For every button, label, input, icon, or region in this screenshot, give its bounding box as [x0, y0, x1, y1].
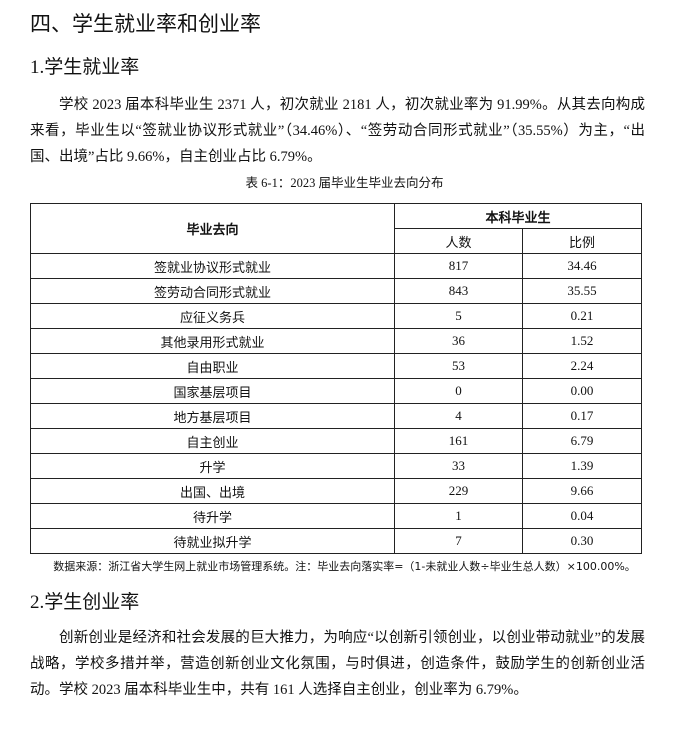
ratio-cell: 6.79	[522, 428, 642, 454]
table-row: 升学 33 1.39	[30, 453, 642, 479]
count-cell: 0	[394, 378, 523, 404]
destination-cell: 待就业拟升学	[30, 528, 395, 554]
table-row: 签就业协议形式就业 817 34.46	[30, 253, 642, 279]
count-cell: 36	[394, 328, 523, 354]
count-cell: 817	[394, 253, 523, 279]
destination-cell: 升学	[30, 453, 395, 479]
destination-cell: 自由职业	[30, 353, 395, 379]
table-note: 数据来源：浙江省大学生网上就业市场管理系统。注：毕业去向落实率=（1-未就业人数…	[53, 560, 636, 573]
ratio-cell: 0.30	[522, 528, 642, 554]
section-title: 四、学生就业率和创业率	[30, 12, 261, 36]
destination-cell: 出国、出境	[30, 478, 395, 504]
count-cell: 5	[394, 303, 523, 329]
count-cell: 843	[394, 278, 523, 304]
ratio-cell: 0.00	[522, 378, 642, 404]
header-undergraduate: 本科毕业生	[394, 203, 642, 229]
subsection-title-entrepreneurship: 2.学生创业率	[30, 592, 140, 613]
header-destination: 毕业去向	[30, 203, 395, 254]
table-row: 国家基层项目 0 0.00	[30, 378, 642, 404]
ratio-cell: 1.52	[522, 328, 642, 354]
destination-cell: 签就业协议形式就业	[30, 253, 395, 279]
destination-cell: 其他录用形式就业	[30, 328, 395, 354]
table-row: 其他录用形式就业 36 1.52	[30, 328, 642, 354]
destination-cell: 国家基层项目	[30, 378, 395, 404]
table-caption: 表 6-1：2023 届毕业生毕业去向分布	[245, 176, 444, 190]
ratio-cell: 0.04	[522, 503, 642, 529]
subsection-title-employment: 1.学生就业率	[30, 57, 140, 78]
count-cell: 33	[394, 453, 523, 479]
table-row: 待升学 1 0.04	[30, 503, 642, 529]
table-row: 出国、出境 229 9.66	[30, 478, 642, 504]
count-cell: 1	[394, 503, 523, 529]
count-cell: 7	[394, 528, 523, 554]
ratio-cell: 0.21	[522, 303, 642, 329]
entrepreneurship-paragraph: 创新创业是经济和社会发展的巨大推力，为响应“以创新引领创业，以创业带动就业”的发…	[30, 630, 645, 698]
table-row: 待就业拟升学 7 0.30	[30, 528, 642, 554]
ratio-cell: 35.55	[522, 278, 642, 304]
ratio-cell: 2.24	[522, 353, 642, 379]
destination-cell: 地方基层项目	[30, 403, 395, 429]
count-cell: 229	[394, 478, 523, 504]
destination-cell: 签劳动合同形式就业	[30, 278, 395, 304]
count-cell: 4	[394, 403, 523, 429]
table-row: 地方基层项目 4 0.17	[30, 403, 642, 429]
graduate-destination-table: 毕业去向 本科毕业生 人数 比例 签就业协议形式就业 817 34.46 签劳动合同形…	[30, 203, 642, 554]
destination-cell: 应征义务兵	[30, 303, 395, 329]
count-cell: 53	[394, 353, 523, 379]
table-row: 应征义务兵 5 0.21	[30, 303, 642, 329]
table-row: 自由职业 53 2.24	[30, 353, 642, 379]
ratio-cell: 9.66	[522, 478, 642, 504]
ratio-cell: 1.39	[522, 453, 642, 479]
table-row: 自主创业 161 6.79	[30, 428, 642, 454]
ratio-cell: 0.17	[522, 403, 642, 429]
destination-cell: 待升学	[30, 503, 395, 529]
header-ratio: 比例	[522, 228, 642, 254]
destination-cell: 自主创业	[30, 428, 395, 454]
employment-paragraph: 学校 2023 届本科毕业生 2371 人，初次就业 2181 人，初次就业率为…	[30, 97, 645, 165]
table-row: 签劳动合同形式就业 843 35.55	[30, 278, 642, 304]
ratio-cell: 34.46	[522, 253, 642, 279]
header-count: 人数	[394, 228, 523, 254]
count-cell: 161	[394, 428, 523, 454]
